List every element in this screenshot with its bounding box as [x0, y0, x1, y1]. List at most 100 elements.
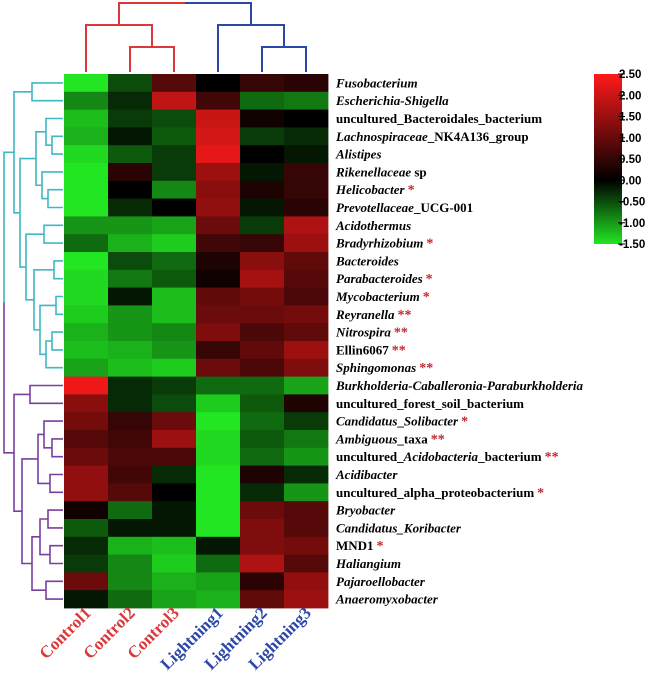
heatmap-cell — [108, 376, 153, 395]
heatmap-cell — [196, 305, 241, 324]
row-label: Bacteroides — [335, 253, 399, 268]
heatmap-cell — [108, 554, 153, 573]
heatmap-cell — [284, 323, 329, 342]
heatmap-cell — [108, 323, 153, 342]
dendrogram-branch — [185, 2, 252, 25]
heatmap-cell — [152, 234, 197, 253]
heatmap-cell — [152, 216, 197, 235]
heatmap-cell — [108, 394, 153, 413]
heatmap-cell — [196, 501, 241, 520]
row-labels: Fusobacterium Escherichia-Shigella uncultu… — [335, 75, 584, 606]
heatmap-cell — [196, 358, 241, 377]
dendrogram-branch — [47, 188, 63, 209]
heatmap-cell — [284, 536, 329, 555]
row-label: Acidothermus — [335, 218, 411, 233]
heatmap-cell — [240, 216, 285, 235]
heatmap-cell — [64, 269, 109, 288]
heatmap-cell — [64, 590, 109, 609]
row-label-segment: Bacteroides — [335, 253, 399, 268]
heatmap-cell — [284, 358, 329, 377]
heatmap-cell — [64, 74, 109, 93]
heatmap-cell — [64, 163, 109, 182]
heatmap-cell — [240, 74, 285, 93]
dendrogram-branch — [3, 151, 14, 303]
row-label: Haliangium — [335, 556, 401, 571]
row-label: Helicobacter * — [335, 182, 415, 198]
heatmap-cell — [240, 430, 285, 449]
row-label: Pajaroellobacter — [336, 574, 426, 589]
row-label: Bryobacter — [335, 503, 396, 518]
heatmap-cell — [284, 376, 329, 395]
row-label: uncultured_forest_soil_bacterium — [336, 396, 524, 411]
row-label-segment: Candidatus — [336, 414, 397, 429]
color-scale-tick-label: -0.50 — [619, 197, 645, 209]
heatmap-cell — [108, 216, 153, 235]
heatmap-cell — [152, 536, 197, 555]
row-label: Ambiguous_taxa ** — [335, 431, 445, 447]
heatmap-cell — [284, 269, 329, 288]
heatmap-cell — [240, 198, 285, 217]
heatmap-cell — [240, 252, 285, 271]
heatmap-cell — [196, 234, 241, 253]
heatmap-cell — [64, 376, 109, 395]
row-label: Nitrospira ** — [335, 325, 408, 341]
heatmap-cell — [108, 305, 153, 324]
heatmap-cell — [108, 501, 153, 520]
dendrogram-branch — [49, 473, 63, 494]
heatmap-cell — [64, 91, 109, 110]
heatmap-cell — [152, 554, 197, 573]
row-label-segment: uncultured_forest_soil_bacterium — [336, 396, 524, 411]
heatmap-cell — [196, 198, 241, 217]
heatmap-cell — [196, 465, 241, 484]
heatmap-cell — [152, 305, 197, 324]
heatmap-cell — [240, 145, 285, 164]
dendrogram-branch — [217, 24, 285, 72]
dendrogram-branch — [45, 117, 63, 146]
dendrogram-branch — [45, 340, 63, 369]
row-label-segment: Nitrospira — [335, 325, 391, 340]
heatmap-cell — [196, 216, 241, 235]
color-scale-tick-label: -1.50 — [619, 239, 645, 251]
heatmap-cell — [284, 198, 329, 217]
heatmap-cell — [108, 358, 153, 377]
dendrogram-branch — [41, 171, 63, 200]
row-label-segment: _UCG-001 — [413, 200, 473, 215]
heatmap-cell — [64, 305, 109, 324]
row-label: Rikenellaceae sp — [335, 164, 427, 179]
heatmap-cell — [284, 341, 329, 360]
heatmap-cell — [240, 572, 285, 591]
heatmap-cell — [196, 109, 241, 128]
row-label: Sphingomonas ** — [336, 360, 433, 376]
dendrogram-branch — [51, 135, 63, 155]
heatmap-cell — [152, 127, 197, 146]
heatmap-cell — [64, 287, 109, 306]
heatmap-cell — [152, 109, 197, 128]
dendrogram-branch — [21, 458, 38, 565]
dendrogram-branch — [43, 420, 63, 449]
row-label-segment: Reyranella — [335, 307, 395, 322]
heatmap-cell — [152, 341, 197, 360]
heatmap-cell — [152, 74, 197, 93]
color-scale-tick-label: 1.50 — [619, 112, 641, 124]
heatmap-cell — [152, 430, 197, 449]
row-label: Escherichia-Shigella — [335, 93, 449, 108]
heatmap-cell — [152, 376, 197, 395]
row-label-segment: _NK4A136_group — [427, 129, 529, 144]
heatmap-cell — [64, 252, 109, 271]
heatmap-cell — [108, 74, 153, 93]
heatmap-cell — [240, 234, 285, 253]
dendrogram-branch — [51, 331, 63, 351]
heatmap-cell — [64, 180, 109, 199]
row-label-segment: Mycobacterium — [335, 289, 420, 304]
significance-star: * — [423, 290, 430, 305]
heatmap-cell — [240, 287, 285, 306]
heatmap-cell — [152, 180, 197, 199]
heatmap-cell — [240, 341, 285, 360]
row-label-segment: Parabacteroides — [336, 271, 423, 286]
significance-star: ** — [431, 432, 445, 447]
heatmap-cell — [108, 430, 153, 449]
heatmap-cell — [152, 198, 197, 217]
heatmap-cell — [240, 412, 285, 431]
dendrogram-branch — [53, 260, 63, 280]
heatmap-cell — [152, 572, 197, 591]
